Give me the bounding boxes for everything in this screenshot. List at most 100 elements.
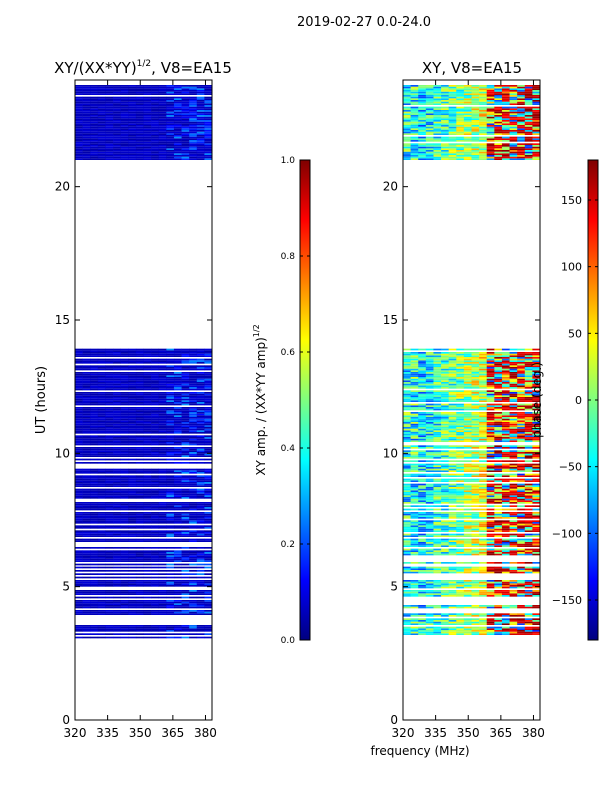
heatmap-cell: [166, 497, 175, 499]
heatmap-cell: [120, 410, 129, 412]
heatmap-cell: [181, 470, 190, 472]
heatmap-cell: [166, 535, 175, 537]
heatmap-cell: [181, 385, 190, 387]
heatmap-cell: [189, 125, 198, 127]
heatmap-cell: [166, 136, 175, 139]
heatmap-cell: [113, 96, 121, 99]
heatmap-cell: [471, 460, 480, 462]
heatmap-cell: [517, 488, 526, 491]
heatmap-cell: [189, 437, 198, 439]
heatmap-cell: [166, 116, 175, 119]
heatmap-cell: [113, 353, 121, 356]
heatmap-cell: [189, 527, 198, 529]
heatmap-cell: [463, 453, 472, 456]
heatmap-cell: [128, 412, 137, 414]
heatmap-cell: [143, 503, 152, 506]
heatmap-cell: [166, 422, 175, 424]
heatmap-cell: [509, 586, 518, 589]
heatmap-cell: [151, 422, 160, 424]
heatmap-cell: [120, 103, 129, 105]
heatmap-cell: [105, 633, 114, 635]
heatmap-cell: [204, 90, 213, 92]
heatmap-cell: [204, 530, 213, 532]
heatmap-cell: [456, 522, 465, 524]
heatmap-cell: [120, 425, 129, 427]
heatmap-cell: [82, 515, 91, 517]
heatmap-cell: [204, 375, 213, 377]
heatmap-cell: [166, 601, 175, 604]
heatmap-cell: [90, 485, 99, 487]
heatmap-cell: [166, 85, 175, 87]
heatmap-cell: [158, 603, 167, 605]
heatmap-cell: [97, 415, 106, 417]
heatmap-cell: [97, 495, 106, 497]
heatmap-cell: [524, 630, 533, 632]
heatmap-cell: [403, 621, 411, 624]
heatmap-cell: [113, 601, 121, 604]
heatmap-cell: [151, 507, 160, 509]
heatmap-cell: [158, 552, 167, 554]
heatmap-cell: [433, 540, 442, 542]
heatmap-cell: [189, 477, 198, 479]
heatmap-cell: [135, 130, 144, 132]
heatmap-cell: [403, 553, 411, 556]
heatmap-cell: [181, 383, 190, 386]
heatmap-cell: [181, 520, 190, 522]
heatmap-cell: [75, 90, 83, 92]
heatmap-cell: [532, 468, 541, 471]
heatmap-cell: [486, 425, 495, 427]
heatmap-cell: [113, 410, 121, 412]
heatmap-cell: [204, 503, 213, 506]
heatmap-cell: [501, 430, 510, 432]
heatmap-cell: [143, 130, 152, 132]
heatmap-cell: [135, 576, 144, 579]
heatmap-cell: [90, 435, 99, 437]
heatmap-cell: [471, 502, 480, 504]
heatmap-cell: [158, 606, 167, 609]
amplitude-heatmap: [75, 85, 213, 639]
heatmap-cell: [90, 507, 99, 509]
heatmap-cell: [189, 525, 198, 527]
heatmap-cell: [433, 490, 442, 492]
heatmap-cell: [135, 601, 144, 604]
heatmap-cell: [189, 427, 198, 429]
heatmap-cell: [196, 520, 205, 522]
heatmap-cell: [128, 403, 137, 406]
heatmap-cell: [135, 410, 144, 412]
heatmap-cell: [494, 495, 503, 497]
heatmap-cell: [90, 428, 99, 431]
heatmap-cell: [166, 555, 175, 557]
heatmap-cell: [158, 143, 167, 145]
heatmap-cell: [113, 412, 121, 414]
heatmap-cell: [143, 550, 152, 552]
heatmap-cell: [113, 480, 121, 482]
heatmap-cell: [494, 438, 503, 441]
heatmap-cell: [166, 513, 175, 516]
heatmap-cell: [135, 116, 144, 119]
heatmap-cell: [97, 432, 106, 434]
heatmap-cell: [128, 385, 137, 387]
heatmap-cell: [181, 120, 190, 122]
heatmap-cell: [509, 450, 518, 452]
heatmap-cell: [448, 566, 457, 569]
heatmap-cell: [509, 412, 518, 414]
heatmap-cell: [75, 393, 83, 396]
heatmap-cell: [158, 408, 167, 411]
heatmap-cell: [173, 497, 182, 499]
heatmap-cell: [97, 96, 106, 99]
heatmap-cell: [113, 136, 121, 139]
heatmap-cell: [501, 495, 510, 497]
heatmap-cell: [143, 443, 152, 446]
heatmap-cell: [501, 483, 510, 486]
heatmap-cell: [517, 485, 526, 487]
heatmap-cell: [82, 430, 91, 432]
heatmap-cell: [204, 553, 213, 556]
heatmap-cell: [463, 440, 472, 442]
heatmap-cell: [135, 413, 144, 416]
heatmap-cell: [433, 618, 442, 620]
heatmap-cell: [158, 360, 167, 362]
heatmap-cell: [97, 557, 106, 559]
heatmap-cell: [75, 398, 83, 401]
heatmap-cell: [410, 580, 419, 582]
heatmap-cell: [410, 552, 419, 554]
